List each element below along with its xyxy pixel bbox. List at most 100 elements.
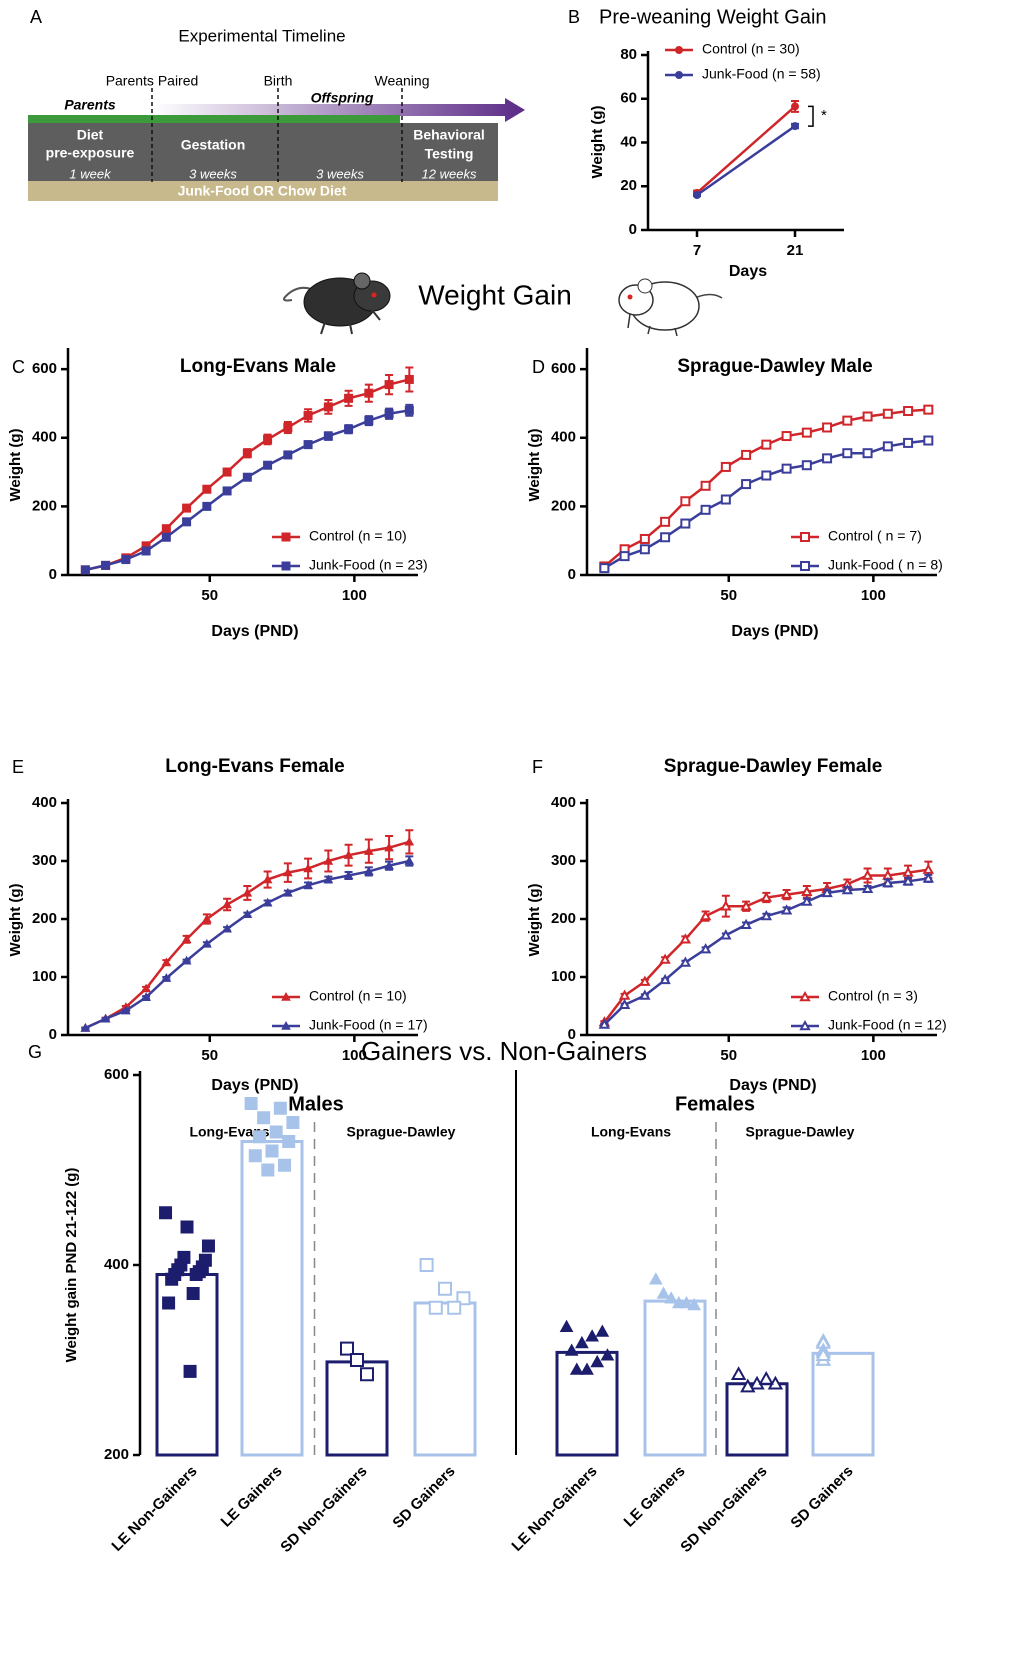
phase-label: Parents: [64, 97, 116, 113]
data-point: [780, 888, 793, 899]
data-point: [404, 374, 414, 384]
data-point: [595, 1324, 610, 1337]
data-point: [639, 989, 651, 1000]
bar: [811, 1351, 875, 1457]
x-axis-label: Days (PND): [729, 1077, 816, 1094]
y-tick-label: 100: [551, 968, 576, 985]
legend-label: Control ( n = 7): [828, 528, 922, 544]
data-point: [360, 1367, 374, 1382]
data-point: [419, 1258, 434, 1272]
y-tick-label: 0: [629, 221, 637, 238]
data-point: [161, 973, 172, 982]
chart-title: Long-Evans Male: [180, 356, 336, 377]
data-point: [282, 867, 293, 877]
data-point: [680, 518, 691, 529]
group-label: Males: [288, 1093, 344, 1115]
data-point: [269, 1125, 283, 1139]
data-point: [618, 998, 631, 1010]
data-point: [252, 1130, 266, 1144]
data-point: [159, 1206, 173, 1220]
chart-title: Sprague-Dawley Female: [664, 756, 883, 777]
data-point: [861, 882, 874, 894]
data-point: [404, 836, 415, 846]
panel-label: D: [532, 357, 545, 377]
timeline-marker: Birth: [264, 73, 293, 89]
data-point: [599, 563, 610, 574]
block-label: Testing: [425, 146, 474, 162]
chart-title: Gainers vs. Non-Gainers: [361, 1036, 647, 1066]
data-point: [283, 422, 293, 432]
data-point: [323, 855, 334, 865]
data-point: [575, 1335, 589, 1349]
data-point: [404, 405, 414, 415]
y-axis-label: Weight (g): [7, 428, 24, 501]
y-tick-label: 20: [620, 177, 637, 194]
x-tick-label: LE Non-Gainers: [108, 1463, 200, 1555]
data-point: [660, 516, 671, 527]
data-point: [242, 472, 252, 482]
x-tick-label: SD Gainers: [787, 1463, 856, 1532]
block-label: Gestation: [181, 137, 246, 153]
data-point: [121, 555, 131, 565]
y-tick-label: 400: [551, 429, 576, 446]
x-axis-label: Days (PND): [211, 1077, 298, 1094]
panel-label: F: [532, 757, 543, 777]
data-point: [303, 410, 313, 420]
data-point: [263, 434, 273, 444]
data-point: [598, 1018, 611, 1029]
y-tick-label: 600: [104, 1066, 129, 1083]
data-point: [687, 1297, 702, 1311]
data-point: [815, 1347, 831, 1362]
legend-marker: [281, 561, 291, 571]
data-point: [161, 957, 172, 967]
data-point: [182, 503, 192, 513]
legend-marker: [675, 46, 683, 54]
x-axis-label: Days (PND): [211, 623, 298, 640]
data-point: [161, 524, 171, 534]
data-point: [222, 923, 232, 933]
data-point: [903, 437, 914, 448]
rat-icon: [283, 272, 391, 335]
data-point: [882, 408, 893, 419]
series-line: [696, 105, 796, 194]
series-line: [603, 439, 929, 570]
data-point: [278, 1158, 292, 1172]
y-tick-label: 400: [32, 794, 57, 811]
data-point: [162, 1296, 176, 1310]
y-tick-label: 400: [32, 429, 57, 446]
block-label: pre-exposure: [46, 145, 135, 161]
x-tick-label: LE Non-Gainers: [508, 1463, 600, 1555]
y-tick-label: 0: [568, 1026, 576, 1043]
data-point: [660, 532, 671, 543]
data-point: [699, 943, 712, 954]
data-point: [760, 910, 773, 921]
data-point: [639, 975, 651, 986]
subgroup-label: Long-Evans: [189, 1124, 269, 1140]
y-tick-label: 0: [49, 566, 57, 583]
data-point: [181, 955, 192, 965]
data-point: [902, 875, 914, 886]
y-tick-label: 400: [551, 794, 576, 811]
data-point: [780, 904, 793, 915]
data-point: [323, 431, 333, 441]
data-point: [564, 1343, 579, 1356]
data-point: [559, 1319, 574, 1333]
x-tick-label: 100: [861, 1047, 886, 1064]
data-point: [262, 897, 273, 907]
data-point: [384, 842, 394, 852]
data-point: [181, 934, 192, 943]
data-point: [283, 450, 293, 460]
x-tick-label: 50: [201, 587, 218, 604]
data-point: [693, 191, 701, 199]
section-heading: Weight Gain: [418, 279, 572, 310]
data-point: [344, 393, 354, 403]
data-point: [760, 891, 773, 902]
y-axis-label: Weight (g): [589, 105, 606, 178]
data-point: [189, 1268, 203, 1281]
data-point: [80, 1023, 91, 1032]
data-point: [286, 1116, 300, 1129]
bar: [413, 1301, 477, 1457]
y-tick-label: 200: [32, 497, 57, 514]
x-tick-label: 7: [693, 242, 701, 259]
